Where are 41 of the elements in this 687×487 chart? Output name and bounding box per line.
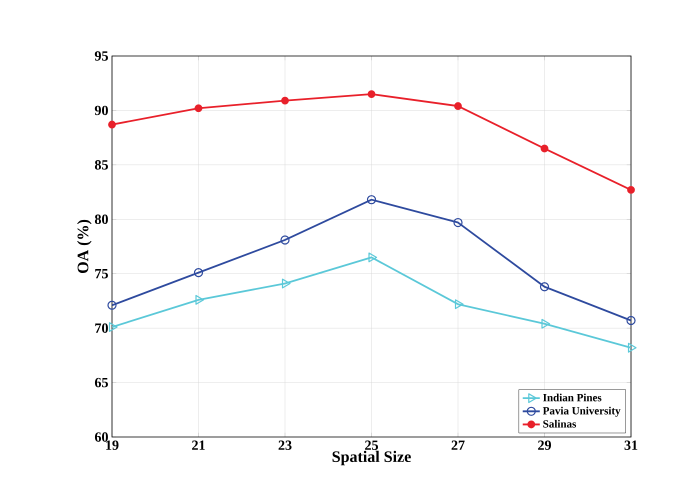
- y-tick-label: 75: [95, 269, 108, 278]
- x-tick-label: 27: [452, 440, 465, 450]
- point: [107, 300, 117, 310]
- y-tick-label: 80: [94, 214, 108, 224]
- point: [108, 322, 118, 332]
- point: [541, 318, 550, 329]
- point: [281, 96, 289, 105]
- point: [540, 282, 550, 292]
- legend-label: Indian Pines: [543, 394, 602, 402]
- point: [454, 102, 462, 110]
- x-axis-title: Spatial Size: [332, 450, 411, 466]
- point: [453, 218, 463, 228]
- legend-label: Salinas: [543, 420, 576, 428]
- point: [194, 268, 204, 278]
- x-tick-label: 29: [538, 440, 551, 450]
- y-tick-label: 70: [95, 323, 108, 333]
- y-tick-label: 85: [94, 160, 108, 170]
- point: [627, 186, 635, 194]
- y-tick-label: 60: [94, 432, 108, 442]
- legend-label: Pavia University: [542, 406, 621, 417]
- point: [280, 235, 290, 245]
- y-tick-label: 95: [94, 51, 108, 61]
- y-axis-title: OA (%): [77, 220, 92, 274]
- point: [108, 120, 116, 128]
- point: [540, 144, 548, 152]
- x-tick-label: 23: [278, 440, 292, 450]
- x-tick-label: 21: [192, 440, 205, 450]
- point: [368, 90, 376, 98]
- point: [282, 278, 291, 288]
- x-tick-label: 19: [106, 440, 118, 450]
- point: [194, 104, 202, 112]
- x-tick-label: 31: [624, 440, 638, 450]
- point: [366, 195, 376, 204]
- point: [195, 294, 204, 305]
- y-tick-label: 65: [94, 378, 108, 388]
- point: [628, 342, 637, 353]
- y-tick-label: 90: [94, 106, 108, 116]
- x-tick-label: 25: [365, 440, 378, 450]
- point: [626, 316, 636, 326]
- point: [454, 299, 464, 310]
- point: [368, 252, 378, 262]
